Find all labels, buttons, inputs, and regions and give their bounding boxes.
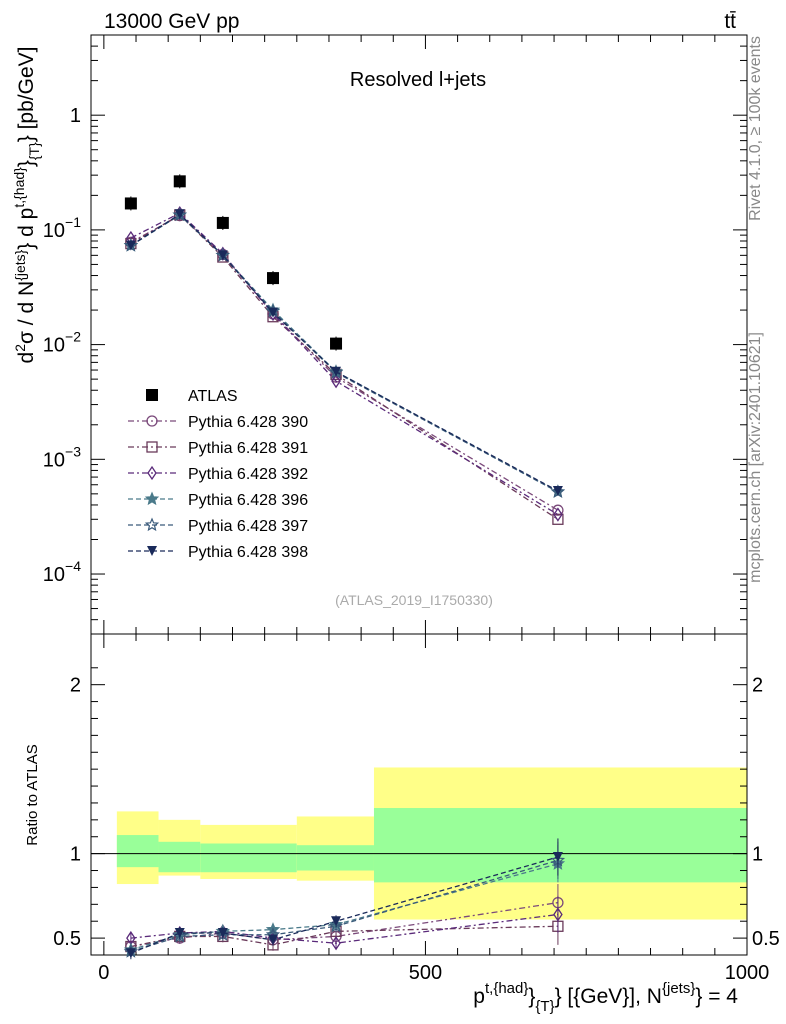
rivet-label: Rivet 4.1.0, ≥ 100k events [747,36,764,221]
main-y-axis-label: d2σ / d N{jets}} d pt,{had}}{T}} [pb/GeV… [11,47,42,364]
data-point [330,337,343,350]
legend: ATLAS Pythia 6.428 390 Pythia 6.428 391 Pyt… [128,388,308,561]
data-point [552,485,563,496]
legend-entry: ATLAS [146,388,238,405]
process-label: tt̄ [724,10,736,33]
legend-marker [144,517,160,532]
ratio-point [217,928,228,939]
ratio-y-tick-label-right: 2 [752,675,763,697]
uncertainty-band-inner [158,841,201,873]
uncertainty-band-inner [296,845,374,871]
data-point [331,373,341,389]
series-line [130,212,559,516]
ratio-point [552,852,563,863]
legend-marker [146,389,158,401]
data-point [552,513,564,525]
ratio-line [130,913,559,944]
x-axis-label: pt,{had}}{T}} [{GeV}], N{jets}} = 4 [473,980,738,1015]
ratio-series-pythia-6-428-398 [125,838,563,960]
ratio-point [553,907,563,922]
legend-marker [146,415,158,427]
data-point [267,272,280,285]
legend-entry: Pythia 6.428 390 [128,414,308,431]
legend-label: Pythia 6.428 392 [188,466,308,483]
data-point [217,250,228,261]
main-y-tick-label: 10−4 [43,558,81,586]
ratio-line [130,863,559,951]
legend-entry: Pythia 6.428 391 [128,440,308,457]
series-line [130,213,559,492]
legend-label: Pythia 6.428 397 [188,518,308,535]
ratio-y-axis-label: Ratio to ATLAS [24,744,41,845]
series-atlas [124,174,343,351]
legend-entry: Pythia 6.428 398 [128,544,308,561]
ratio-y-tick-label-right: 1 [752,844,763,866]
legend-marker [147,465,157,481]
main-y-tick-label: 10−3 [43,443,81,471]
ratio-point [328,918,344,933]
analysis-id: (ATLAS_2019_I1750330) [335,592,493,608]
main-y-tick-label: 1 [70,105,81,127]
main-y-tick-label: 10−1 [43,214,81,242]
ratio-point [268,934,279,945]
data-point [331,366,342,377]
data-point [216,216,229,229]
mcplots-label: mcplots.cern.ch [arXiv:2401.10621] [747,332,764,583]
legend-label: Pythia 6.428 396 [188,492,308,509]
main-y-tick-label: 10−2 [43,329,81,357]
data-point [173,175,186,188]
legend-label: Pythia 6.428 390 [188,414,308,431]
legend-entry: Pythia 6.428 396 [128,491,308,509]
data-point [268,307,279,318]
legend-entry: Pythia 6.428 392 [128,465,308,483]
ratio-point [331,936,341,951]
ratio-point [125,948,136,959]
uncertainty-band-inner [373,808,747,883]
x-tick-label: 500 [409,962,442,984]
series-pythia-6-428-398 [125,209,563,496]
ratio-y-tick-label: 0.5 [53,928,81,950]
ratio-line [130,856,559,954]
legend-label: Pythia 6.428 398 [188,544,308,561]
ratio-panel: 0 500 1000 0.5 0.5 1 1 2 2 [53,633,780,984]
legend-label: Pythia 6.428 391 [188,440,308,457]
ratio-y-tick-label: 2 [70,675,81,697]
data-point [552,504,564,516]
energy-label: 13000 GeV pp [104,10,239,33]
legend-marker [147,546,157,556]
data-point [124,197,137,210]
uncertainty-band-inner [116,835,159,868]
plot-title: Resolved l+jets [350,69,486,91]
legend-marker [146,441,158,453]
legend-label: ATLAS [188,388,238,405]
ratio-frame [90,633,748,956]
legend-entry: Pythia 6.428 397 [128,517,308,535]
legend-marker [144,491,160,506]
ratio-point [174,928,185,939]
data-point [174,209,185,220]
uncertainty-band-inner [200,843,297,873]
x-tick-label: 1000 [725,962,770,984]
ratio-point [331,916,342,927]
ratio-line [130,859,559,953]
x-tick-label: 0 [98,962,109,984]
ratio-y-tick-label: 1 [70,844,81,866]
data-point [125,240,136,251]
ratio-y-tick-label-right: 0.5 [752,928,780,950]
data-point [553,507,563,522]
main-panel: 10−4 10−3 10−2 10−1 1 [43,34,748,635]
